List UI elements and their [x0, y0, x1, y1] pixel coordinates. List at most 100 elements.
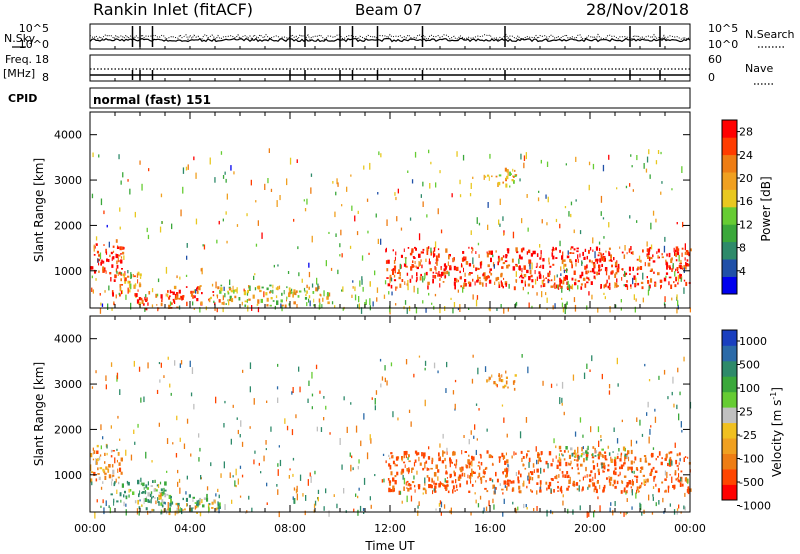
- echo-cell: [224, 293, 226, 298]
- echo-cell: [630, 154, 632, 157]
- echo-cell: [100, 445, 102, 450]
- echo-cell: [563, 269, 566, 274]
- echo-cell: [650, 244, 653, 250]
- colorbar-segment: [722, 241, 737, 260]
- echo-cell: [679, 273, 681, 278]
- echo-cell: [524, 280, 526, 284]
- echo-cell: [104, 290, 106, 293]
- echo-cell: [676, 252, 680, 256]
- echo-cell: [219, 506, 221, 509]
- echo-cell: [554, 303, 556, 309]
- echo-cell: [650, 257, 653, 260]
- echo-cell: [626, 455, 629, 460]
- echo-cell: [601, 256, 604, 261]
- echo-cell: [354, 286, 356, 292]
- echo-cell: [542, 264, 545, 269]
- echo-cell: [625, 284, 628, 288]
- echo-cell: [398, 269, 400, 274]
- echo-cell: [214, 499, 216, 504]
- echo-cell: [117, 257, 119, 262]
- echo-cell: [176, 306, 179, 309]
- echo-cell: [422, 455, 425, 459]
- echo-cell: [671, 460, 673, 466]
- echo-cell: [675, 268, 677, 272]
- echo-cell: [660, 191, 662, 195]
- echo-cell: [669, 456, 672, 460]
- echo-cell: [496, 276, 500, 280]
- echo-cell: [472, 278, 474, 282]
- echo-cell: [498, 374, 501, 378]
- echo-cell: [436, 261, 438, 266]
- echo-cell: [419, 462, 422, 466]
- echo-cell: [123, 273, 125, 279]
- echo-cell: [335, 191, 337, 196]
- time-tick-label: 08:00: [274, 522, 306, 535]
- echo-cell: [626, 490, 628, 494]
- echo-cell: [157, 501, 160, 503]
- echo-cell: [390, 278, 393, 282]
- echo-cell: [566, 475, 569, 479]
- echo-cell: [539, 480, 542, 485]
- echo-cell: [589, 247, 592, 251]
- echo-cell: [471, 250, 473, 254]
- echo-cell: [616, 455, 619, 460]
- echo-cell: [423, 278, 425, 281]
- echo-cell: [377, 238, 379, 244]
- echo-cell: [265, 292, 268, 296]
- echo-cell: [600, 284, 602, 289]
- echo-cell: [515, 301, 518, 306]
- echo-cell: [638, 486, 642, 489]
- echo-cell: [407, 488, 410, 492]
- echo-cell: [527, 475, 529, 481]
- echo-cell: [369, 496, 371, 501]
- echo-cell: [229, 279, 231, 286]
- echo-cell: [551, 252, 554, 257]
- echo-cell: [116, 260, 118, 265]
- echo-cell: [674, 470, 677, 475]
- echo-cell: [541, 451, 543, 455]
- echo-cell: [276, 386, 279, 390]
- echo-cell: [556, 284, 558, 289]
- echo-cell: [571, 284, 574, 290]
- echo-cell: [402, 474, 404, 480]
- echo-cell: [559, 277, 561, 282]
- echo-cell: [369, 298, 371, 305]
- echo-cell: [524, 467, 527, 470]
- echo-cell: [507, 482, 510, 487]
- echo-cell: [215, 281, 217, 289]
- echo-cell: [418, 233, 421, 241]
- echo-cell: [479, 281, 482, 285]
- echo-cell: [667, 462, 669, 467]
- echo-cell: [411, 467, 414, 470]
- echo-cell: [157, 278, 160, 283]
- echo-cell: [178, 478, 181, 483]
- echo-cell: [608, 252, 611, 257]
- echo-cell: [603, 257, 605, 262]
- echo-cell: [200, 301, 203, 305]
- echo-cell: [106, 444, 108, 449]
- echo-cell: [186, 418, 189, 424]
- echo-cell: [660, 284, 662, 288]
- echo-cell: [511, 258, 514, 263]
- echo-cell: [215, 493, 217, 497]
- echo-cell: [412, 260, 414, 263]
- echo-cell: [213, 300, 215, 304]
- echo-cell: [281, 304, 284, 307]
- echo-cell: [160, 488, 163, 491]
- echo-cell: [507, 307, 509, 312]
- echo-cell: [573, 459, 576, 461]
- echo-cell: [534, 270, 536, 275]
- echo-cell: [615, 272, 618, 275]
- echo-cell: [475, 299, 478, 307]
- echo-cell: [216, 239, 218, 244]
- echo-cell: [677, 304, 679, 310]
- echo-cell: [453, 302, 456, 308]
- echo-cell: [510, 173, 512, 175]
- echo-cell: [293, 291, 294, 296]
- echo-cell: [542, 285, 545, 288]
- echo-cell: [389, 482, 391, 486]
- echo-cell: [221, 302, 224, 305]
- echo-cell: [653, 271, 655, 274]
- echo-cell: [642, 474, 645, 477]
- echo-cell: [461, 257, 465, 262]
